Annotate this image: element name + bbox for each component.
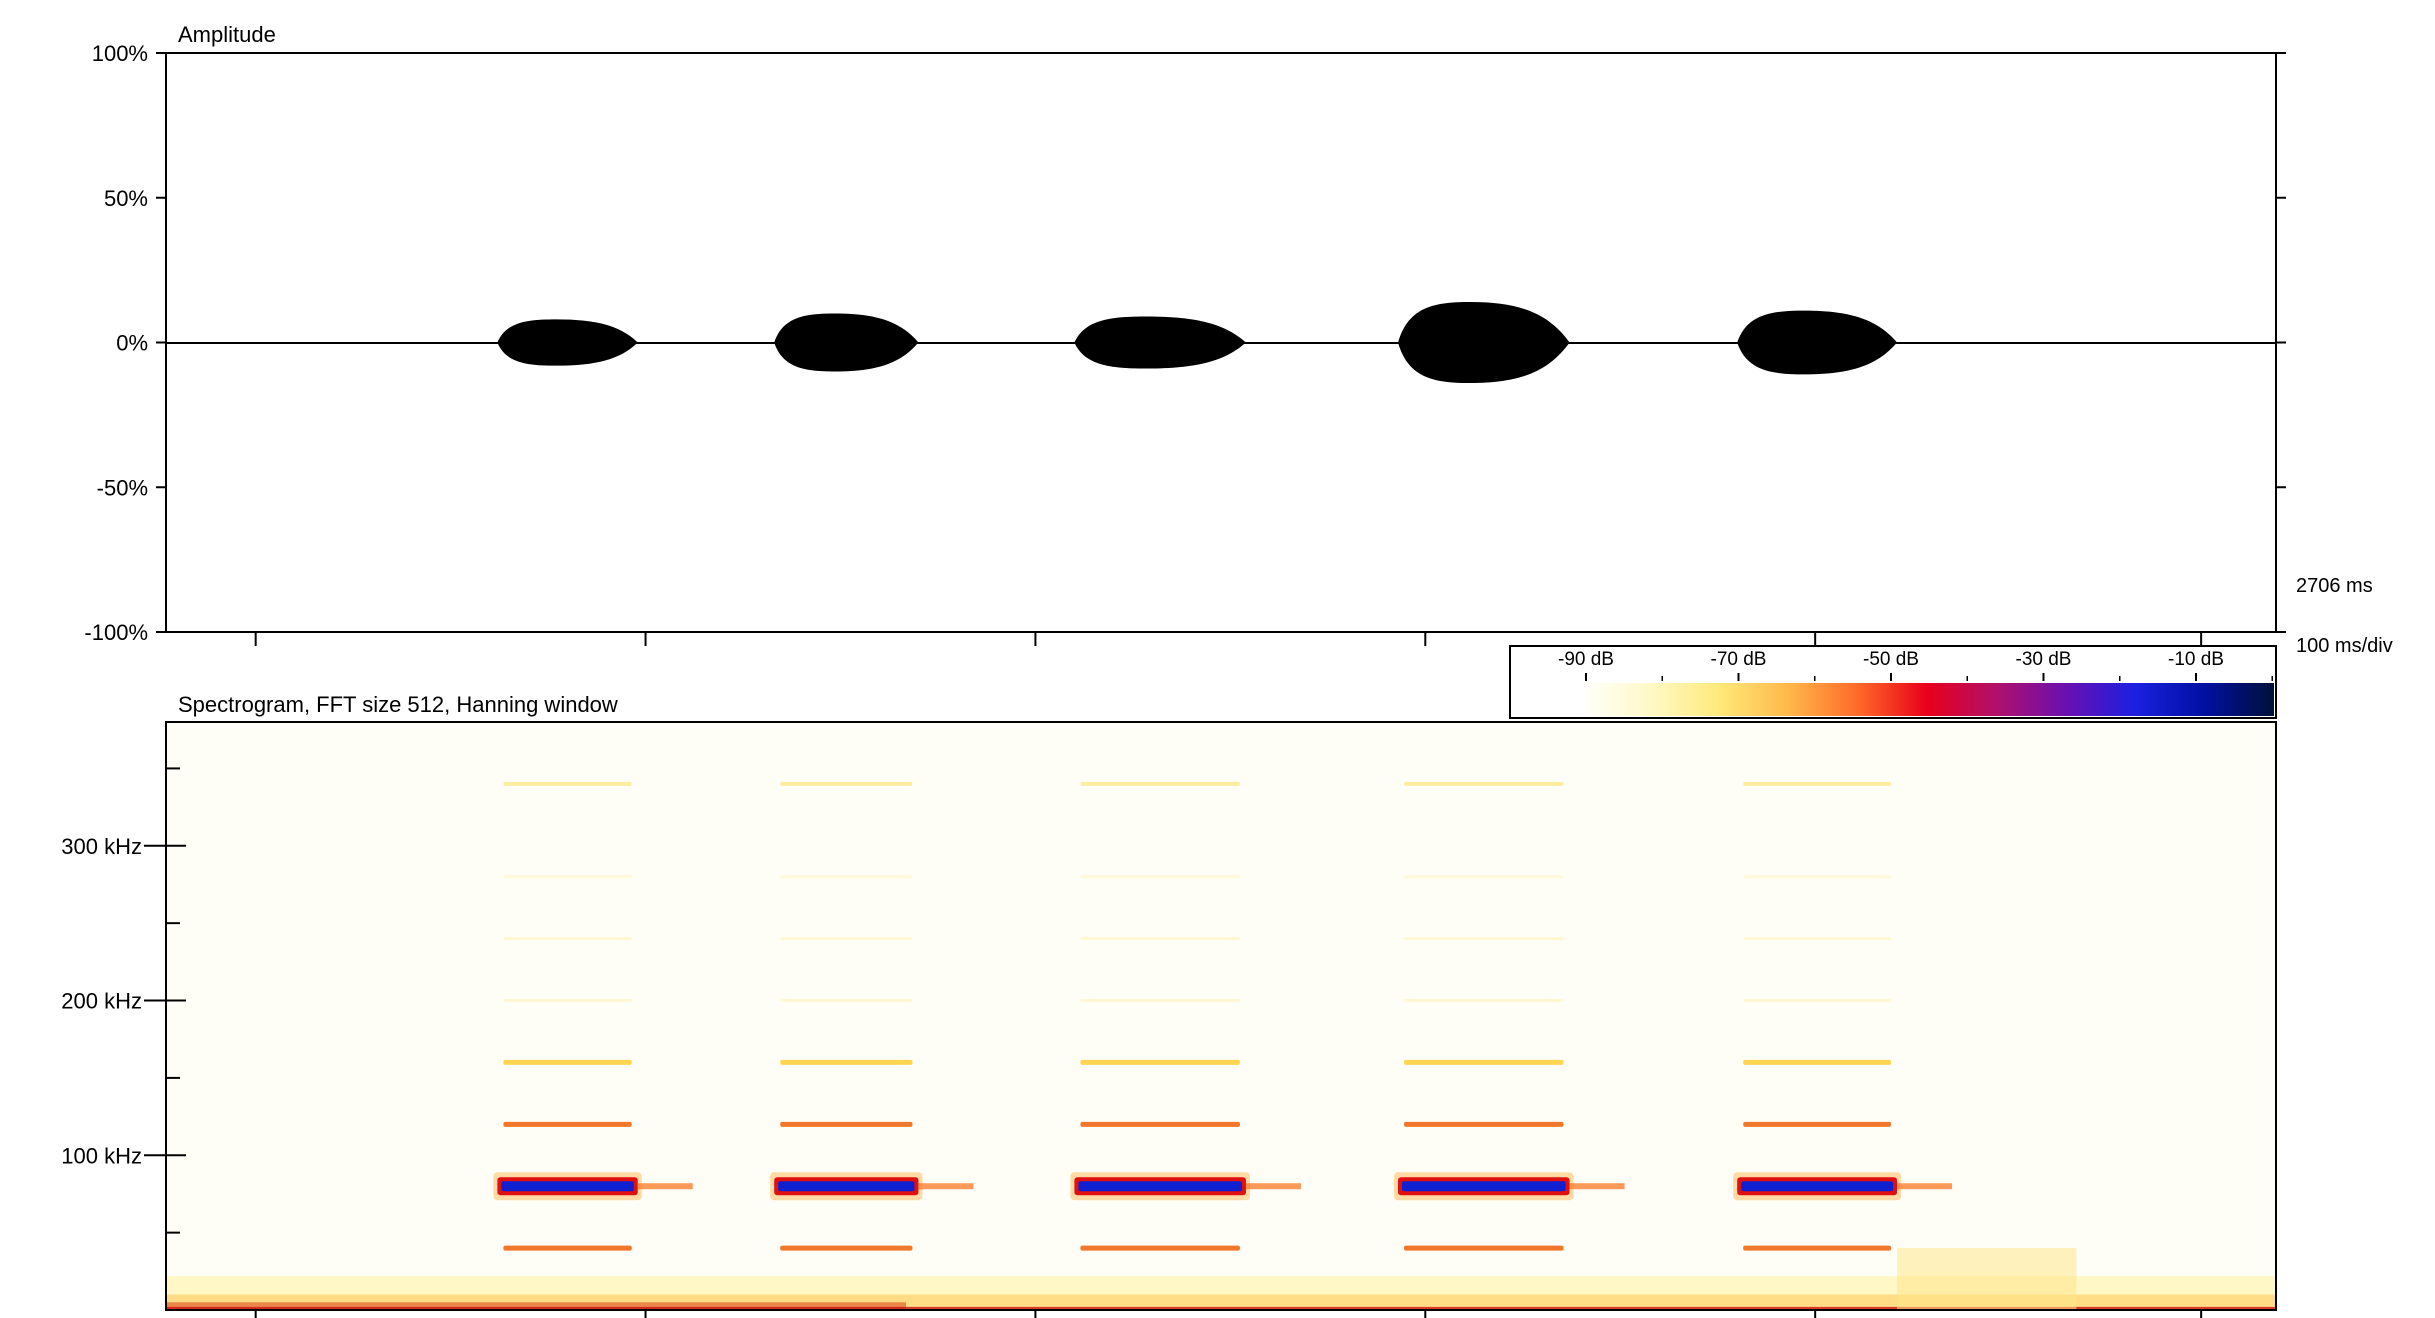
- spectrogram-y-axis: 300 kHz 200 kHz 100 kHz: [61, 767, 186, 1234]
- colorbar: -90 dB -70 dB -50 dB -30 dB -10 dB: [1509, 645, 2277, 719]
- fundamental-band: [1402, 1181, 1566, 1192]
- harmonic-band-40: [780, 1245, 913, 1251]
- waveform-call-5: [1737, 310, 1898, 375]
- noise-floor-red: [166, 1302, 906, 1310]
- spectrogram-title: Spectrogram, FFT size 512, Hanning windo…: [178, 692, 618, 717]
- spectrogram-plot-frame: [165, 721, 2277, 1311]
- harmonic-band-120: [503, 1121, 632, 1127]
- amplitude-title: Amplitude: [178, 22, 276, 47]
- harmonic-band-160: [503, 1059, 632, 1065]
- harmonic-band-340: [1080, 781, 1240, 786]
- harmonic-band-280: [503, 875, 632, 879]
- colorbar-label: -10 dB: [2168, 649, 2224, 670]
- harmonic-band-160: [1743, 1059, 1892, 1065]
- amplitude-x-axis: [254, 632, 2203, 646]
- spectrogram-y-tick-label: 200 kHz: [61, 989, 142, 1014]
- harmonic-band-200: [780, 999, 913, 1003]
- colorbar-gradient: [1580, 683, 2274, 716]
- harmonic-band-280: [780, 875, 913, 879]
- amplitude-y-tick-label: -100%: [84, 620, 148, 645]
- noise-floor-base: [166, 1306, 2276, 1310]
- spectrogram-panel: Spectrogram, FFT size 512, Hanning windo…: [61, 692, 2277, 1318]
- waveform-call-4: [1398, 301, 1570, 384]
- colorbar-label: -50 dB: [1863, 649, 1919, 670]
- harmonic-band-200: [1743, 999, 1892, 1003]
- harmonic-band-160: [780, 1059, 913, 1065]
- harmonic-band-40: [1404, 1245, 1564, 1251]
- colorbar-label: -90 dB: [1558, 649, 1614, 670]
- waveform-call-2: [774, 313, 919, 372]
- amplitude-y-tick-label: -50%: [97, 475, 148, 500]
- noise-patch: [1897, 1248, 2077, 1310]
- harmonic-band-160: [1404, 1059, 1564, 1065]
- harmonic-band-340: [1743, 781, 1892, 786]
- amplitude-waveform: [497, 301, 1898, 384]
- harmonic-band-240: [503, 937, 632, 941]
- harmonic-band-40: [503, 1245, 632, 1251]
- colorbar-label: -70 dB: [1711, 649, 1767, 670]
- fundamental-band: [501, 1181, 634, 1192]
- harmonic-band-240: [1404, 937, 1564, 941]
- harmonic-band-240: [1743, 937, 1892, 941]
- amplitude-y-tick-label: 100%: [92, 41, 148, 66]
- harmonic-band-120: [780, 1121, 913, 1127]
- fundamental-tail: [1897, 1183, 1953, 1190]
- harmonic-band-40: [1743, 1245, 1892, 1251]
- amplitude-y-tick-label: 0%: [116, 331, 148, 356]
- amplitude-y-axis: 100% 50% 0% -50% -100%: [84, 41, 166, 645]
- spectrogram-y-tick-label: 100 kHz: [61, 1143, 142, 1168]
- colorbar-ticks: -90 dB -70 dB -50 dB -30 dB -10 dB: [1558, 649, 2273, 681]
- fundamental-tail: [637, 1183, 693, 1190]
- spectrogram-background: [166, 722, 2276, 1310]
- spectrogram-x-axis: [254, 1310, 2203, 1318]
- spectrogram-bands: [493, 781, 1953, 1251]
- harmonic-band-200: [1080, 999, 1240, 1003]
- colorbar-label: -30 dB: [2016, 649, 2072, 670]
- spectrogram-noise: [166, 1248, 2276, 1310]
- harmonic-band-40: [1080, 1245, 1240, 1251]
- duration-label: 2706 ms: [2296, 575, 2373, 597]
- harmonic-band-240: [1080, 937, 1240, 941]
- harmonic-band-120: [1404, 1121, 1564, 1127]
- fundamental-tail: [918, 1183, 974, 1190]
- fundamental-band: [1741, 1181, 1894, 1192]
- harmonic-band-280: [1080, 875, 1240, 879]
- division-label: 100 ms/div: [2296, 635, 2393, 657]
- harmonic-band-280: [1743, 875, 1892, 879]
- fundamental-band: [778, 1181, 915, 1192]
- harmonic-band-280: [1404, 875, 1564, 879]
- harmonic-band-340: [503, 781, 632, 786]
- fundamental-tail: [1569, 1183, 1625, 1190]
- fundamental-band: [1078, 1181, 1242, 1192]
- fundamental-tail: [1245, 1183, 1301, 1190]
- harmonic-band-120: [1080, 1121, 1240, 1127]
- harmonic-band-200: [1404, 999, 1564, 1003]
- harmonic-band-240: [780, 937, 913, 941]
- amplitude-right-ticks: [2276, 52, 2286, 633]
- harmonic-band-120: [1743, 1121, 1892, 1127]
- amplitude-y-tick-label: 50%: [104, 186, 148, 211]
- amplitude-panel: Amplitude 100% 50% 0% -50% -100% 2706 ms 100…: [84, 22, 2392, 657]
- waveform-call-3: [1074, 316, 1246, 369]
- harmonic-band-200: [503, 999, 632, 1003]
- waveform-call-1: [497, 319, 638, 366]
- spectrogram-y-tick-label: 300 kHz: [61, 834, 142, 859]
- harmonic-band-340: [780, 781, 913, 786]
- harmonic-band-340: [1404, 781, 1564, 786]
- harmonic-band-160: [1080, 1059, 1240, 1065]
